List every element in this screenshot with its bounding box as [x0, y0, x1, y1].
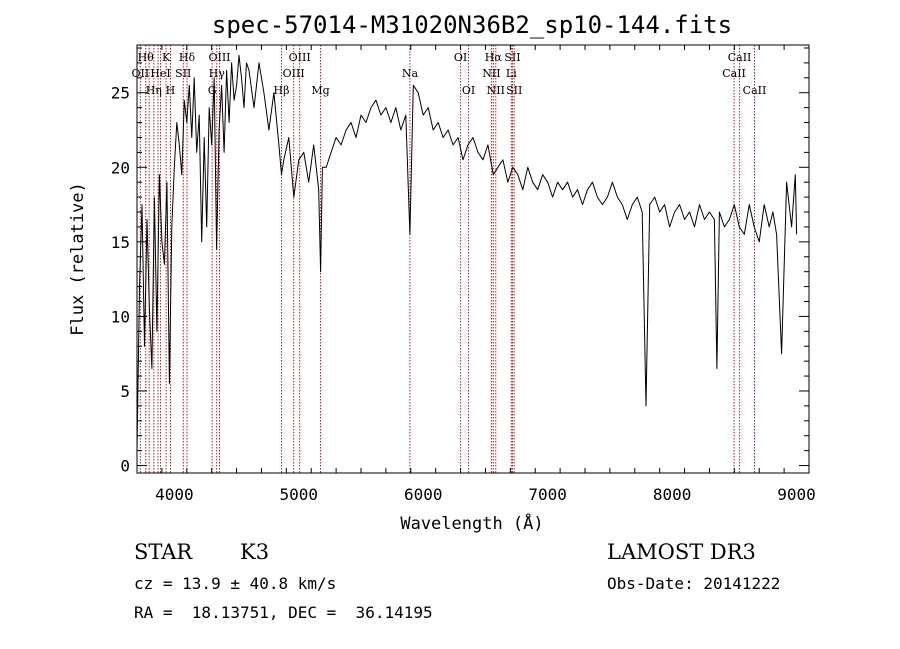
line-marker-label: Hδ [179, 51, 196, 64]
line-marker-label: Hη [146, 84, 162, 97]
line-marker-label: G [208, 84, 217, 97]
y-tick-label: 25 [111, 84, 130, 103]
line-marker-label: NII [482, 67, 500, 80]
line-marker-label: OIII [208, 51, 230, 64]
line-marker-label: Hγ [209, 67, 226, 80]
y-tick-label: 0 [120, 457, 130, 476]
line-marker-label: SII [504, 51, 520, 64]
x-tick-label: 8000 [653, 485, 692, 504]
line-marker-label: Hθ [138, 51, 155, 64]
line-marker-label: OI [462, 84, 475, 97]
x-tick-label: 6000 [404, 485, 443, 504]
y-axis-ticks: 0 5 10 15 20 25 [111, 47, 809, 476]
line-marker-label: OII [132, 67, 150, 80]
x-axis-ticks: 4000 5000 6000 7000 8000 9000 [136, 45, 816, 504]
line-marker-label: H [166, 84, 176, 97]
x-tick-label: 9000 [777, 485, 816, 504]
line-marker-label: OIII [283, 67, 305, 80]
spectrum-series [136, 54, 798, 451]
line-marker-label: NII [487, 84, 505, 97]
survey-name: LAMOST DR3 [607, 540, 756, 564]
x-tick-label: 5000 [280, 485, 319, 504]
line-marker-label: Mg [311, 84, 329, 97]
y-tick-label: 15 [111, 233, 130, 252]
ra-dec: RA = 18.13751, DEC = 36.14195 [134, 603, 433, 622]
line-marker-label: Hβ [274, 84, 290, 97]
y-tick-label: 20 [111, 158, 130, 177]
x-tick-label: 7000 [528, 485, 567, 504]
obs-date: Obs-Date: 20141222 [607, 574, 781, 593]
line-markers [139, 45, 755, 473]
chart-title: spec-57014-M31020N36B2_sp10-144.fits [212, 11, 732, 39]
y-tick-label: 5 [120, 382, 130, 401]
line-marker-label: Li [506, 67, 517, 80]
object-class: STAR [134, 540, 193, 564]
line-marker-label: SII [175, 67, 191, 80]
y-axis-label: Flux (relative) [68, 182, 88, 336]
plot-frame [136, 44, 810, 474]
spectrum-line [136, 54, 798, 451]
line-marker-label: OI [454, 51, 467, 64]
y-tick-label: 10 [111, 307, 130, 326]
line-marker-label: K [162, 51, 171, 64]
x-tick-label: 4000 [155, 485, 194, 504]
line-marker-label: CaII [743, 84, 767, 97]
line-marker-label: Hα [485, 51, 503, 64]
line-marker-labels: OII Hθ Hη HeI K H SII Hδ G Hγ OIII Hβ OIII OIII Mg Na OI… [132, 51, 767, 97]
line-marker-label: OIII [289, 51, 311, 64]
redshift-cz: cz = 13.9 ± 40.8 km/s [134, 574, 337, 593]
line-marker-label: SII [506, 84, 522, 97]
line-marker-label: CaII [722, 67, 746, 80]
x-axis-label: Wavelength (Å) [400, 512, 543, 534]
object-subclass: K3 [240, 540, 270, 564]
line-marker-label: CaII [728, 51, 752, 64]
line-marker-label: Na [402, 67, 419, 80]
line-marker-label: HeI [150, 67, 170, 80]
